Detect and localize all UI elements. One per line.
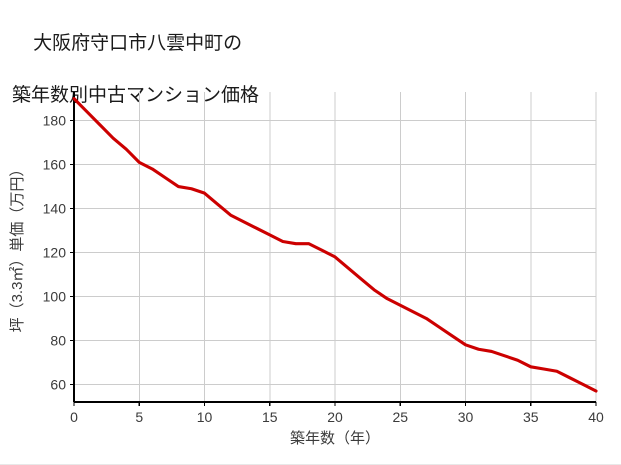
y-tick-label: 80 [50,332,66,348]
tick-marks [70,119,597,406]
x-tick-label: 10 [197,409,213,425]
y-tick-label: 120 [43,244,67,260]
y-tick-label: 140 [43,201,67,217]
y-tick-label: 160 [43,157,67,173]
x-tick-label: 40 [588,409,604,425]
x-tick-label: 20 [327,409,343,425]
y-axis-title: 坪（3.3㎡）単価（万円） [9,162,26,333]
title-line-1: 大阪府守口市八雲中町の [33,33,243,54]
x-tick-label: 25 [392,409,408,425]
y-tick-label: 180 [43,113,67,129]
x-tick-label: 5 [135,409,143,425]
x-tick-label: 0 [70,409,78,425]
price-series-line [72,97,598,393]
gridlines [74,92,597,402]
page-title: 大阪府守口市八雲中町の 築年数別中古マンション価格 [12,5,259,161]
y-tick-label: 100 [43,288,67,304]
x-tick-label: 35 [523,409,539,425]
x-axis-title: 築年数（年） [290,429,380,447]
y-tick-label: 60 [50,376,66,392]
x-tick-label: 30 [458,409,474,425]
tick-labels: 60 80 100 120 140 160 180 0 5 10 15 20 25 30 35 40 [43,113,604,425]
x-tick-label: 15 [262,409,278,425]
